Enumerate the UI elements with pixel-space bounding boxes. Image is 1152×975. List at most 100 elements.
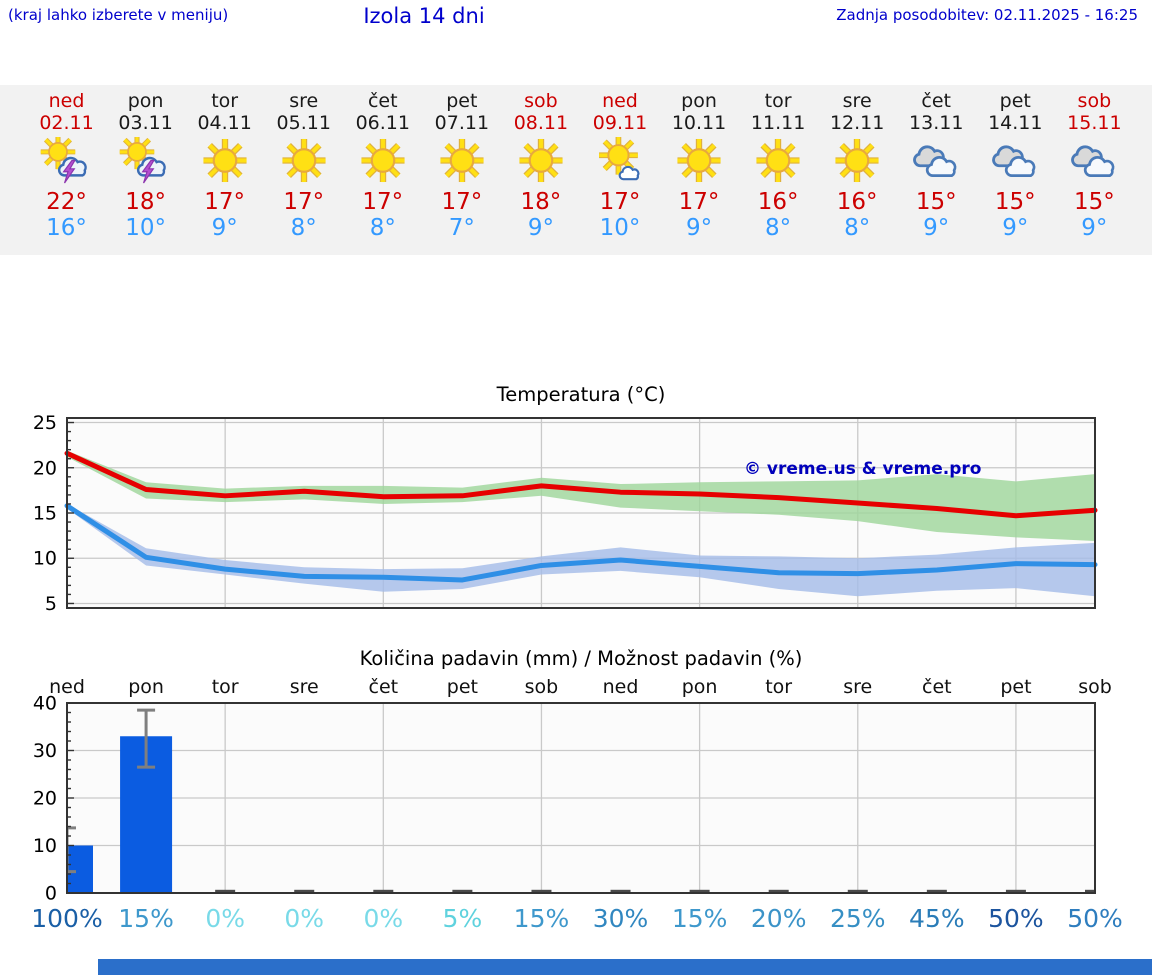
day-date: 08.11 [513,112,569,134]
sun-icon [277,137,331,184]
day-name: sob [1077,90,1112,112]
precip-zero-mark [768,889,789,893]
menu-hint: (kraj lahko izberete v meniju) [8,6,229,24]
precip-day-label: tor [212,676,239,698]
min-temperature: 8° [369,215,396,241]
precip-probability: 20% [751,904,807,933]
day-date: 15.11 [1067,112,1122,134]
precip-probability: 0% [205,904,245,933]
sun-icon [198,137,252,184]
day-date: 12.11 [829,112,885,134]
max-temperature: 18° [125,189,166,215]
min-temperature: 7° [448,215,475,241]
day-column-02.11[interactable]: ned 02.11 22° 16° [27,85,106,255]
precip-probability: 25% [830,904,886,933]
precip-probability: 5% [443,904,483,933]
max-temperature: 18° [520,189,562,215]
precip-zero-mark [689,889,710,893]
precip-probability: 0% [284,904,324,933]
day-date: 04.11 [197,112,252,134]
day-date: 07.11 [434,112,490,134]
day-name: pon [681,90,717,112]
precip-probability: 15% [672,904,728,933]
max-temperature: 17° [599,189,641,215]
min-temperature: 8° [765,215,792,241]
precipitation-chart: Količina padavin (mm) / Možnost padavin … [31,647,1123,933]
precip-day-label: čet [369,676,399,698]
day-name: sre [842,90,872,112]
forecast-days: ned 02.11 22° 16° pon 03.11 18° 10° tor 04.11 17° 9… [27,85,1134,255]
min-temperature: 10° [125,215,166,241]
sun-icon [751,137,805,184]
day-column-07.11[interactable]: pet 07.11 17° 7° [422,85,501,255]
day-name: sre [289,90,319,112]
precip-zero-mark [1085,889,1095,893]
day-name: ned [48,90,85,112]
day-name: pet [999,90,1031,112]
day-column-09.11[interactable]: ned 09.11 17° 10° [580,85,659,255]
max-temperature: 17° [283,189,325,215]
sun-icon [830,137,884,184]
watermark-link[interactable]: © vreme.us & vreme.pro [744,459,981,479]
precip-ytick-label: 20 [33,788,57,810]
day-column-05.11[interactable]: sre 05.11 17° 8° [264,85,343,255]
precip-ytick-label: 10 [33,835,57,857]
day-column-15.11[interactable]: sob 15.11 15° 9° [1055,85,1134,255]
precip-probability: 50% [1067,904,1123,933]
clouds-icon [988,137,1042,184]
precip-day-label: ned [49,676,85,698]
last-update: Zadnja posodobitev: 02.11.2025 - 16:25 [836,6,1138,24]
precip-zero-mark [926,889,947,893]
min-temperature: 9° [211,215,238,241]
sun-thunderstorm-icon [40,137,94,184]
max temperature-band [67,450,1095,542]
day-name: ned [602,90,638,112]
max-temperature: 15° [994,189,1036,215]
max-temperature: 17° [678,189,720,215]
precip-day-label: pon [682,676,718,698]
temp-ytick-label: 15 [33,503,57,525]
clouds-icon [909,137,963,184]
day-date: 10.11 [671,112,727,134]
precip-zero-mark [294,889,315,893]
day-date: 14.11 [988,112,1043,134]
footer-bar [98,959,1152,975]
day-column-08.11[interactable]: sob 08.11 18° 9° [501,85,580,255]
min-temperature: 16° [46,215,87,241]
day-name: tor [764,90,792,112]
precip-ytick-label: 30 [33,740,57,762]
precip-ytick-label: 40 [33,693,57,715]
precip-zero-mark [215,889,236,893]
day-date: 06.11 [355,112,410,134]
precip-probability: 50% [988,904,1044,933]
precip-zero-mark [1005,889,1026,893]
max-temperature: 15° [915,189,957,215]
max temperature-line [64,450,1098,519]
precip-probability: 15% [118,904,174,933]
day-column-06.11[interactable]: čet 06.11 17° 8° [343,85,422,255]
day-column-10.11[interactable]: pon 10.11 17° 9° [660,85,739,255]
day-column-04.11[interactable]: tor 04.11 17° 9° [185,85,264,255]
temp-ytick-label: 10 [33,548,57,570]
sun-thunderstorm-icon [119,137,173,184]
day-column-14.11[interactable]: pet 14.11 15° 9° [976,85,1055,255]
day-date: 03.11 [118,112,173,134]
precip-day-label: sob [525,676,559,698]
day-column-11.11[interactable]: tor 11.11 16° 8° [739,85,818,255]
precip-chart-title: Količina padavin (mm) / Možnost padavin … [360,647,803,670]
day-column-12.11[interactable]: sre 12.11 16° 8° [818,85,897,255]
day-name: pet [446,90,478,112]
day-name: pon [127,90,164,112]
precip-day-label: sre [290,676,319,698]
max-temperature: 17° [204,189,246,215]
sun-icon [672,137,726,184]
temperature-chart: 5 10 15 20 25 Temperatura (°C) © vreme.us & vr… [33,383,1098,615]
day-date: 02.11 [39,112,94,134]
day-column-13.11[interactable]: čet 13.11 15° 9° [897,85,976,255]
day-name: sob [524,90,558,112]
sun-icon [435,137,489,184]
max-temperature: 15° [1073,189,1115,215]
day-column-03.11[interactable]: pon 03.11 18° 10° [106,85,185,255]
precip-zero-mark [847,889,868,893]
min temperature-line [64,503,1098,583]
